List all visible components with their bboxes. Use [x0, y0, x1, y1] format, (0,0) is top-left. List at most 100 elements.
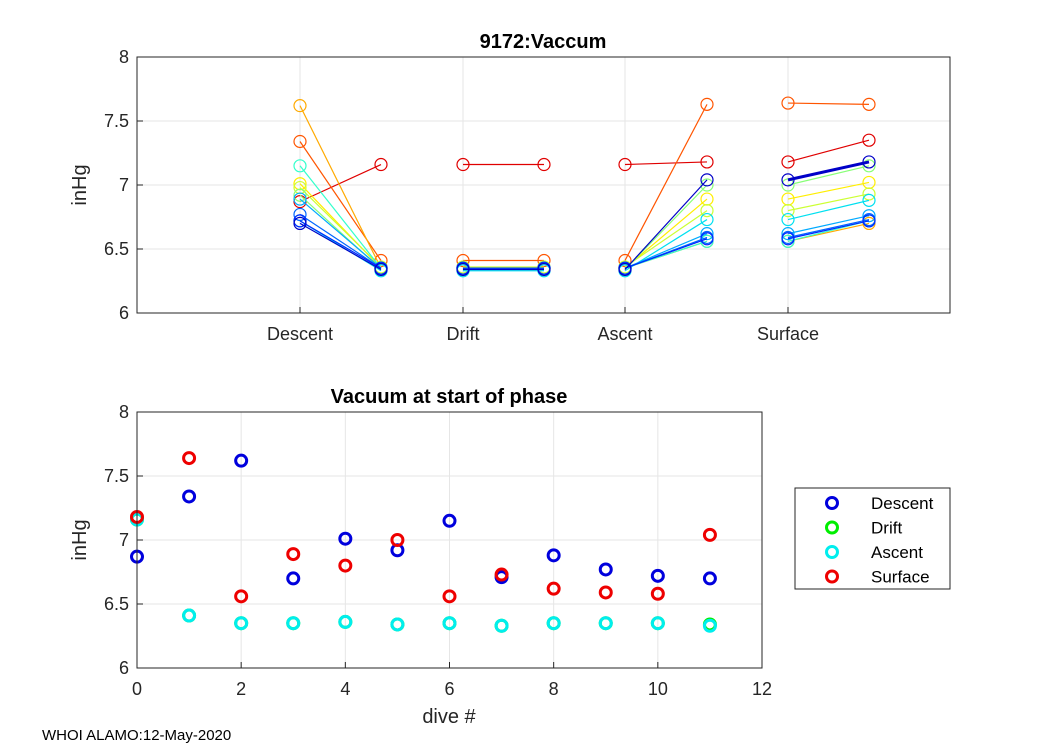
scatter-point — [286, 571, 301, 586]
scatter-point — [286, 616, 301, 631]
series-marker — [537, 262, 551, 277]
series-marker — [862, 133, 876, 147]
scatter-point — [390, 617, 405, 632]
top-y-tick-label: 7.5 — [104, 111, 129, 131]
series-marker — [700, 173, 714, 187]
series-line-segment — [787, 102, 870, 105]
series-marker — [700, 227, 714, 241]
bottom-x-tick-label: 10 — [648, 679, 668, 699]
series-marker — [456, 262, 470, 277]
series-line-segment — [787, 218, 870, 239]
series-marker — [374, 157, 388, 172]
series-marker — [862, 209, 876, 223]
scatter-point — [442, 513, 457, 528]
top-plot-y-label: inHg — [69, 164, 91, 205]
bottom-y-tick-label: 6.5 — [104, 594, 129, 614]
top-series-dive-0 — [293, 133, 876, 209]
series-marker — [781, 173, 795, 187]
top-x-tick-label: Ascent — [597, 324, 652, 344]
bottom-plot-x-ticks: 0 2 4 6 8 10 12 — [132, 662, 772, 699]
top-y-tick-label: 8 — [119, 47, 129, 67]
series-marker — [293, 192, 307, 206]
scatter-point — [390, 533, 405, 547]
scatter-point — [546, 616, 561, 631]
legend-marker-drift — [825, 520, 839, 535]
top-series-dive-4 — [293, 180, 876, 274]
bottom-x-tick-label: 0 — [132, 679, 142, 699]
scatter-point — [338, 531, 353, 546]
series-marker — [781, 96, 795, 110]
series-line-segment — [299, 163, 382, 203]
series-line-segment — [299, 105, 382, 269]
series-marker — [537, 157, 551, 172]
top-y-tick-label: 6.5 — [104, 239, 129, 259]
series-line-segment — [299, 220, 382, 269]
series-marker — [293, 134, 307, 149]
top-x-tick-label: Surface — [757, 324, 819, 344]
scatter-point — [182, 451, 197, 466]
legend-items: Descent Drift Ascent Surface — [825, 494, 934, 587]
scatter-point — [546, 581, 561, 596]
series-marker — [374, 262, 388, 277]
scatter-point — [546, 548, 561, 563]
scatter-point — [650, 616, 665, 631]
series-line-segment — [787, 215, 870, 235]
scatter-point — [598, 562, 613, 577]
bottom-x-tick-label: 8 — [549, 679, 559, 699]
series-line-segment — [787, 181, 870, 200]
bottom-plot-y-ticks: 6 6.5 7 7.5 8 — [104, 402, 143, 678]
series-marker — [700, 232, 714, 246]
scatter-point — [650, 568, 665, 583]
legend-marker-ascent — [825, 545, 839, 559]
series-marker — [862, 187, 876, 201]
scatter-point — [234, 453, 249, 468]
scatter-point — [182, 489, 197, 504]
series-line-segment — [787, 220, 870, 240]
top-plot-x-ticks: Descent Drift Ascent Surface — [267, 307, 819, 344]
legend-label-surface: Surface — [871, 568, 930, 587]
top-x-tick-label: Descent — [267, 324, 333, 344]
bottom-x-tick-label: 12 — [752, 679, 772, 699]
top-plot-y-ticks: 6 6.5 7 7.5 8 — [104, 47, 143, 323]
scatter-point — [338, 614, 353, 629]
bottom-y-tick-label: 7.5 — [104, 466, 129, 486]
series-marker — [700, 97, 714, 111]
bottom-plot-title: Vacuum at start of phase — [331, 386, 568, 408]
series-line-segment — [787, 165, 870, 186]
bottom-plot-y-label: inHg — [69, 519, 91, 560]
series-line-segment — [787, 193, 870, 212]
scatter-point — [286, 547, 301, 562]
series-marker — [862, 214, 876, 228]
scatter-point — [650, 586, 665, 601]
series-marker — [862, 159, 876, 173]
series-marker — [781, 227, 795, 241]
series-line-segment — [299, 213, 382, 269]
series-marker — [700, 204, 714, 218]
series-marker — [618, 262, 632, 277]
series-marker — [781, 155, 795, 169]
series-line-segment — [299, 198, 382, 269]
start-of-phase-plot: 6 6.5 7 7.5 8 0 2 4 6 8 10 12 Vacuum at start of p… — [69, 386, 772, 725]
series-marker — [293, 216, 307, 230]
series-line-segment — [787, 160, 870, 182]
bottom-y-tick-label: 7 — [119, 530, 129, 550]
series-marker — [293, 159, 307, 173]
legend-box — [794, 487, 951, 590]
series-line-segment — [787, 199, 870, 221]
series-marker — [293, 188, 307, 202]
series-marker — [700, 178, 714, 192]
series-marker — [618, 157, 632, 172]
footer-credit: WHOI ALAMO:12-May-2020 — [42, 727, 232, 744]
legend: Descent Drift Ascent Surface — [794, 487, 951, 590]
scatter-point — [442, 616, 457, 631]
scatter-point — [182, 608, 197, 623]
scatter-point — [338, 558, 353, 573]
scatter-point — [702, 618, 717, 633]
top-plot-series — [293, 96, 876, 278]
series-line-segment — [624, 179, 708, 270]
scatter-point — [702, 571, 717, 586]
bottom-y-tick-label: 8 — [119, 402, 129, 422]
series-marker — [293, 99, 307, 113]
scatter-point — [494, 618, 509, 633]
top-y-tick-label: 7 — [119, 175, 129, 195]
